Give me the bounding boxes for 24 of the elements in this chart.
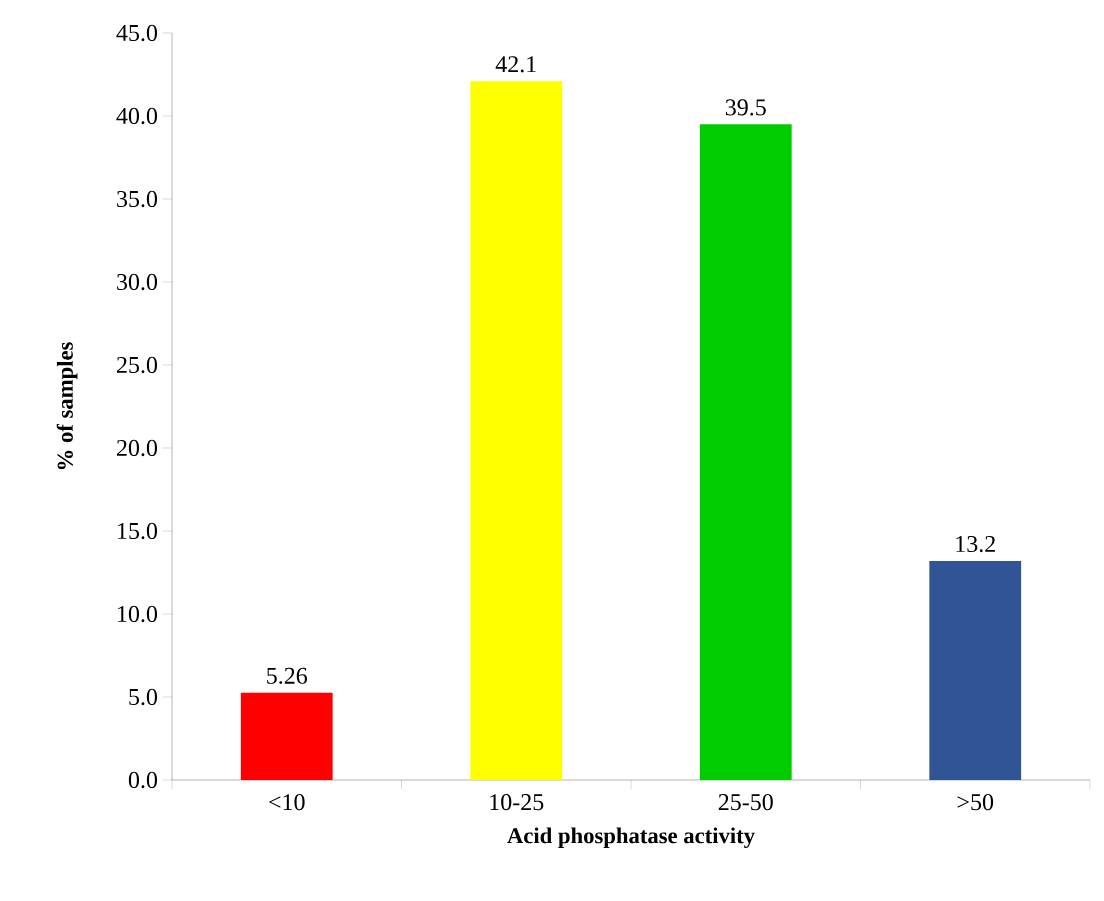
bar [470, 81, 563, 780]
y-axis-title: % of samples [56, 342, 78, 470]
bar [929, 560, 1022, 780]
x-tick-label: <10 [269, 794, 305, 811]
data-label: 5.26 [267, 667, 308, 684]
y-tick-label: 5.0 [129, 688, 158, 706]
x-tick-label: >50 [957, 794, 994, 811]
x-axis-title: Acid phosphatase activity [507, 827, 755, 849]
data-label: 13.2 [956, 535, 995, 553]
x-tick-label: 10-25 [490, 794, 544, 811]
x-tick-label: 25-50 [718, 794, 773, 811]
y-tick-label: 0.0 [128, 771, 158, 789]
y-tick-label: 10.0 [118, 605, 158, 623]
y-tick-label: 40.0 [116, 107, 158, 125]
y-tick-label: 35.0 [117, 190, 158, 208]
bar [699, 124, 792, 780]
y-tick-label: 15.0 [118, 522, 158, 540]
y-tick-label: 30.0 [117, 273, 158, 291]
y-tick-label: 25.0 [117, 356, 158, 374]
y-tick-label: 45.0 [116, 24, 158, 42]
bar [240, 692, 333, 780]
data-label: 42.1 [495, 56, 536, 73]
y-tick-label: 20.0 [117, 439, 158, 457]
data-label: 39.5 [725, 99, 766, 116]
